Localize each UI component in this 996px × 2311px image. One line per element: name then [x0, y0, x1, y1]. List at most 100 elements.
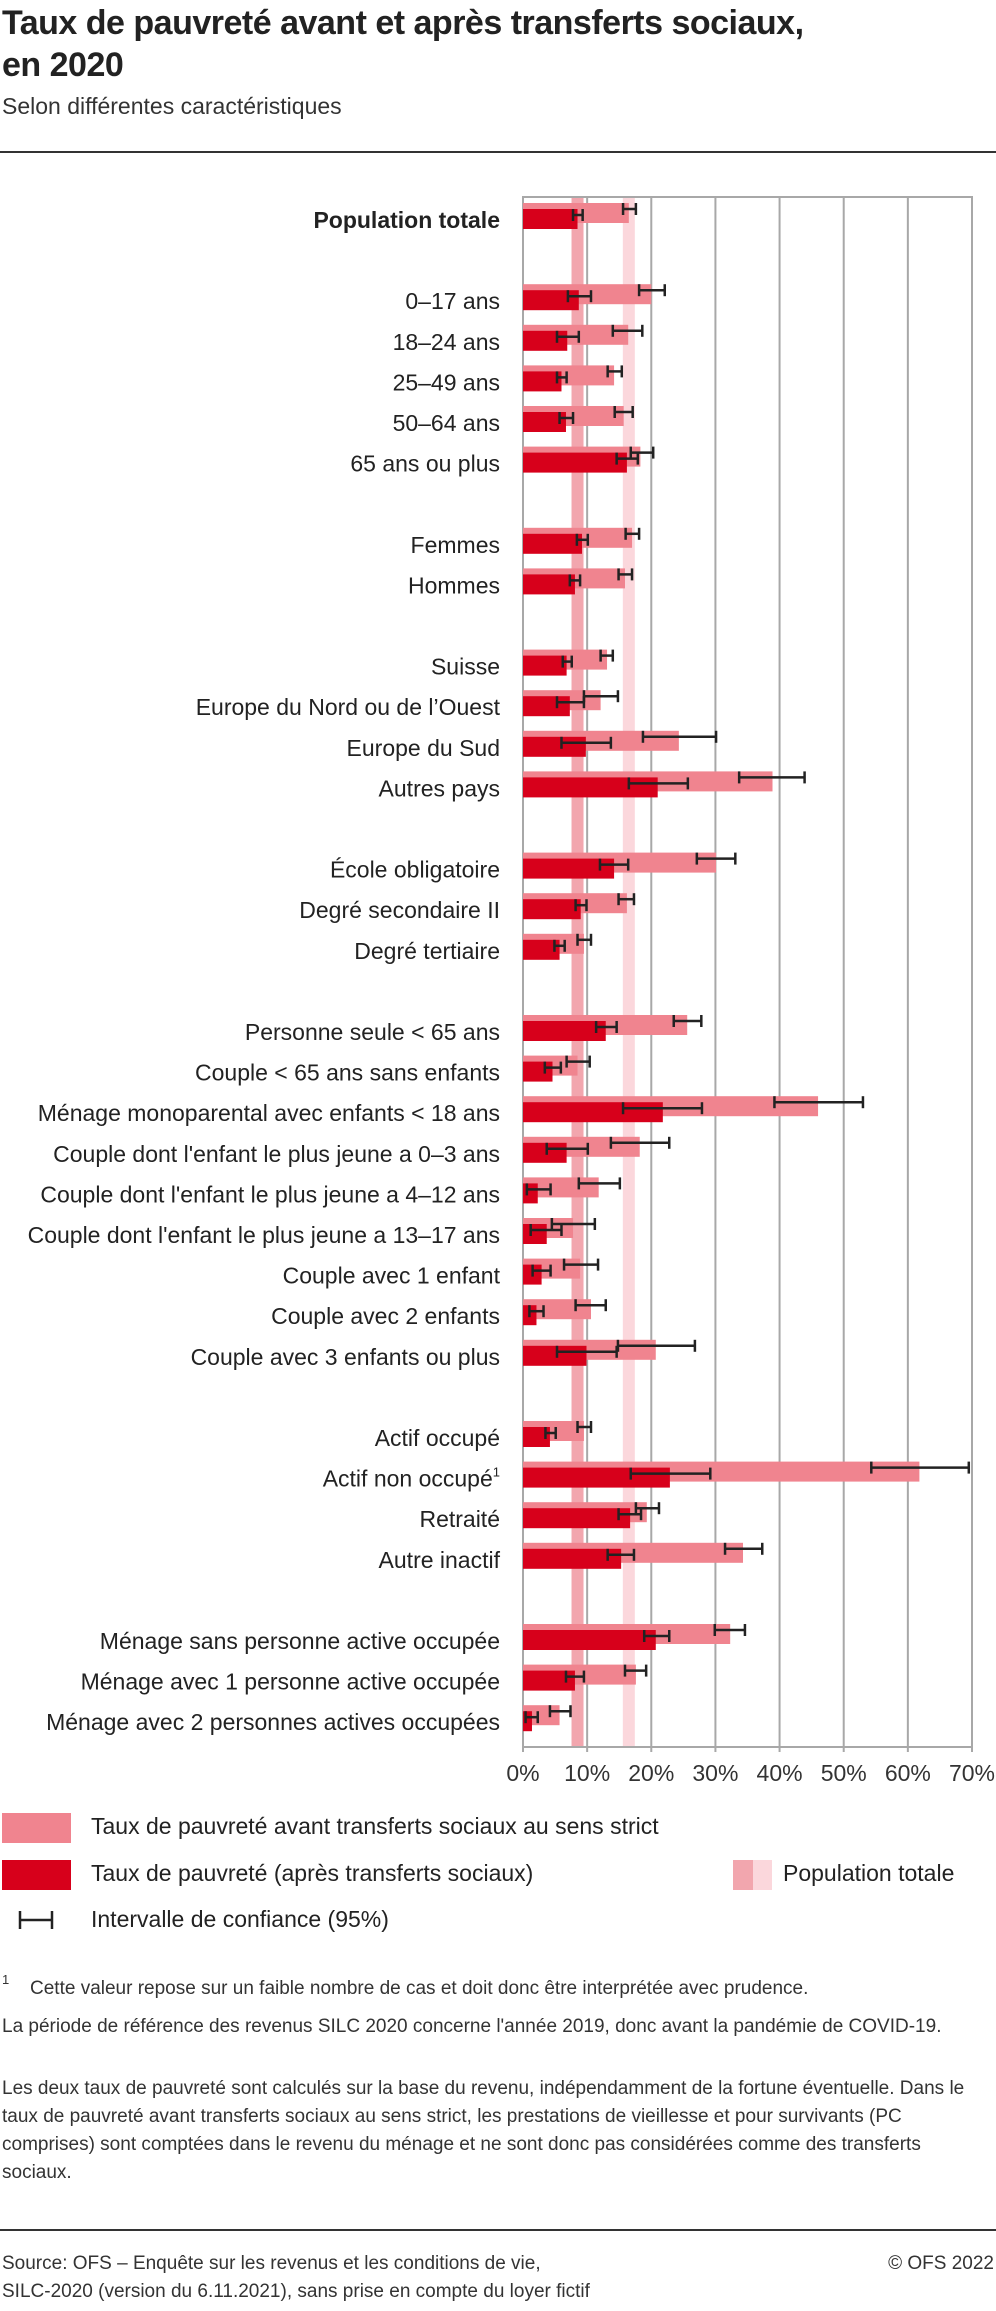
note-reference-period: La période de référence des revenus SILC…	[2, 2016, 942, 2037]
error-bar-after	[525, 1183, 552, 1196]
x-tick-label: 50%	[821, 1760, 867, 1786]
source-line-2: SILC-2020 (version du 6.11.2021), sans p…	[2, 2281, 590, 2302]
error-bar-after	[571, 209, 584, 221]
row-label: Ménage sans personne active occupée	[100, 1628, 500, 1654]
error-bar-before	[773, 1096, 865, 1109]
row-label: Actif occupé	[375, 1425, 500, 1451]
bar-after-transfers	[523, 1102, 663, 1123]
footer-divider	[0, 2229, 996, 2231]
error-bar-after	[531, 1264, 552, 1277]
bar-after-transfers	[523, 1548, 622, 1569]
row-label: Degré tertiaire	[354, 938, 500, 964]
error-bar-after	[524, 1711, 540, 1724]
error-bar-before	[548, 1705, 572, 1718]
row-label: Couple dont l'enfant le plus jeune a 0–3…	[53, 1141, 500, 1167]
error-bar-after	[555, 1345, 618, 1358]
error-bar-after	[558, 412, 575, 424]
row-label: Autres pays	[379, 775, 500, 801]
error-bar-before	[621, 203, 638, 215]
bar-before-transfers	[523, 1299, 591, 1320]
legend-swatch-before	[2, 1813, 71, 1843]
bar-after-transfers	[523, 1021, 606, 1041]
bar-after-transfers	[523, 412, 566, 432]
bar-after-transfers	[523, 777, 658, 798]
legend-label-population: Population totale	[783, 1860, 955, 1886]
error-bar-after	[555, 330, 581, 343]
error-bar-before	[576, 1421, 593, 1433]
error-bar-after	[544, 1427, 557, 1439]
error-bar-after	[555, 696, 586, 709]
bar-after-transfers	[523, 209, 578, 229]
note-methodology: Les deux taux de pauvreté sont calculés …	[2, 2078, 965, 2183]
row-label: Europe du Sud	[347, 735, 500, 761]
error-bar-after	[574, 899, 588, 912]
x-tick-label: 10%	[564, 1760, 610, 1786]
source-line-1: Source: OFS – Enquête sur les revenus et…	[2, 2253, 541, 2274]
error-bar-after	[561, 655, 573, 668]
bar-after-transfers	[523, 1427, 550, 1447]
bar-after-transfers	[523, 858, 615, 879]
row-label: Degré secondaire II	[299, 897, 500, 923]
row-label: 65 ans ou plus	[350, 451, 500, 477]
row-label: Suisse	[431, 654, 500, 680]
error-bar-before	[637, 284, 667, 297]
row-label: Ménage avec 1 personne active occupée	[81, 1669, 500, 1695]
bar-after-transfers	[523, 696, 570, 717]
error-bar-after	[627, 777, 690, 790]
error-bar-before	[623, 1664, 648, 1677]
error-bar-before	[617, 893, 636, 906]
error-bar-after	[555, 371, 568, 384]
row-label: Couple < 65 ans sans enfants	[195, 1060, 500, 1086]
error-bar-after	[564, 1670, 586, 1683]
bar-after-transfers	[523, 939, 560, 960]
error-bar-after	[629, 1467, 712, 1480]
row-label: Couple dont l'enfant le plus jeune a 13–…	[28, 1222, 500, 1248]
error-bar-after	[642, 1630, 671, 1642]
bar-after-transfers	[523, 1630, 656, 1650]
error-bar-after	[553, 939, 566, 952]
error-bar-after	[566, 290, 593, 303]
bar-after-transfers	[523, 1345, 587, 1366]
legend-label-before: Taux de pauvreté avant transferts sociau…	[91, 1813, 659, 1839]
error-bar-after	[606, 1548, 636, 1561]
x-tick-label: 40%	[757, 1760, 803, 1786]
bar-after-transfers	[523, 1224, 547, 1244]
title-line-2: en 2020	[2, 46, 124, 84]
x-tick-label: 0%	[506, 1760, 539, 1786]
source-text: Source: OFS – Enquête sur les revenus et…	[2, 2250, 702, 2306]
row-label: Personne seule < 65 ans	[245, 1019, 500, 1045]
bar-chart: 0% 10% 20% 30% 40% 50% 60% 70% Population totale…	[28, 196, 995, 1786]
footnote-marker: 1	[2, 1972, 10, 1987]
title-line-1: Taux de pauvreté avant et après transfer…	[2, 4, 804, 42]
error-bar-before	[713, 1624, 747, 1636]
error-bar-after	[560, 736, 613, 749]
row-label: Population totale	[313, 207, 500, 233]
legend-swatch-after	[2, 1860, 71, 1890]
error-bar-after	[621, 1102, 704, 1115]
error-bar-before	[606, 365, 624, 378]
x-tick-label: 60%	[885, 1760, 931, 1786]
error-bar-after	[543, 1061, 563, 1074]
row-label: 18–24 ans	[393, 329, 500, 355]
header-divider	[0, 151, 996, 153]
error-bar-before	[611, 324, 644, 337]
legend-swatch-population-before	[753, 1860, 772, 1890]
error-bar-before	[737, 771, 806, 784]
x-tick-label: 70%	[949, 1760, 995, 1786]
copyright: © OFS 2022	[888, 2253, 994, 2274]
bar-after-transfers	[523, 1142, 567, 1163]
error-bar-before	[599, 649, 615, 662]
row-label: Autre inactif	[379, 1547, 501, 1573]
row-label: Couple avec 1 enfant	[283, 1263, 501, 1289]
bar-after-transfers	[523, 1711, 532, 1732]
error-bar-before	[617, 568, 634, 581]
bar-after-transfers	[523, 452, 627, 473]
footnote-text: Cette valeur repose sur un faible nombre…	[30, 1978, 809, 1999]
error-bar-before	[577, 1177, 622, 1190]
row-label: Couple avec 2 enfants	[271, 1303, 500, 1329]
bar-after-transfers	[523, 371, 562, 392]
error-bar-after	[598, 858, 630, 871]
error-bar-after	[545, 1142, 590, 1155]
row-label: Femmes	[411, 532, 500, 558]
bar-after-transfers	[523, 736, 586, 757]
